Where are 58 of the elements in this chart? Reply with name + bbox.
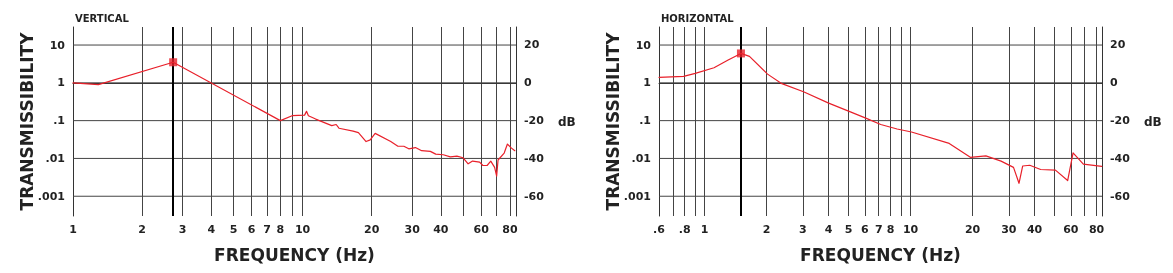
x-tick-label: 60	[1063, 223, 1079, 236]
x-tick-label: 6	[861, 223, 870, 236]
x-tick-label: 7	[263, 223, 271, 236]
x-axis-title: FREQUENCY (Hz)	[214, 244, 375, 265]
x-tick-label: 4	[824, 223, 833, 236]
y2-tick-label: 20	[1110, 38, 1126, 52]
x-tick-label: 8	[886, 223, 895, 236]
x-tick-label: 40	[433, 223, 449, 236]
x-tick-label: 30	[404, 223, 421, 236]
y2-axis-title: dB	[558, 114, 576, 129]
x-tick-label: 5	[844, 223, 853, 236]
x-tick-label: 80	[1088, 223, 1105, 236]
y2-tick-label: -60	[524, 189, 545, 203]
y-tick-label: .001	[37, 189, 65, 203]
x-tick-label: 7	[874, 223, 883, 236]
y-tick-label: 10	[49, 38, 66, 52]
x-tick-label: 60	[473, 223, 490, 236]
x-tick-label: 1	[69, 223, 77, 236]
y2-tick-label: 20	[524, 38, 540, 52]
y-tick-label: 10	[635, 38, 652, 52]
y-tick-label: .001	[623, 189, 651, 203]
x-tick-label: 20	[964, 223, 981, 236]
y2-tick-label: 0	[524, 76, 532, 90]
y-axis-title: TRANSMISSIBILITY	[16, 31, 37, 211]
chart-title: HORIZONTAL	[661, 12, 735, 24]
x-tick-label: 5	[229, 223, 238, 236]
x-tick-label: .8	[678, 223, 691, 236]
y-tick-label: .1	[53, 114, 65, 128]
x-tick-label: 20	[364, 223, 380, 236]
y2-tick-label: -40	[524, 151, 545, 165]
y-axis-title: TRANSMISSIBILITY	[602, 31, 623, 211]
y2-tick-label: 0	[1110, 76, 1118, 90]
y2-tick-label: -40	[1110, 151, 1131, 165]
x-tick-label: 3	[178, 223, 187, 236]
y-tick-label: .1	[639, 114, 651, 128]
y2-tick-label: -60	[1110, 189, 1131, 203]
x-tick-label: .6	[653, 223, 666, 236]
x-tick-label: 80	[502, 223, 518, 236]
x-tick-label: 6	[247, 223, 256, 236]
chart-title: VERTICAL	[75, 12, 130, 24]
y-tick-label: 1	[57, 76, 65, 90]
x-tick-label: 1	[700, 223, 709, 236]
x-tick-label: 40	[1026, 223, 1043, 236]
y-tick-label: .01	[45, 151, 65, 165]
y2-tick-label: -20	[1110, 114, 1131, 128]
x-tick-label: 10	[902, 223, 919, 236]
y-tick-label: .01	[631, 151, 651, 165]
x-tick-label: 30	[1001, 223, 1017, 236]
y2-axis-title: dB	[1144, 114, 1162, 129]
y2-tick-label: -20	[524, 114, 545, 128]
x-tick-label: 8	[276, 223, 285, 236]
x-tick-label: 4	[207, 223, 216, 236]
x-axis-title: FREQUENCY (Hz)	[800, 244, 961, 265]
x-tick-label: 3	[799, 223, 807, 236]
x-tick-label: 10	[294, 223, 311, 236]
x-tick-label: 2	[138, 223, 146, 236]
x-tick-label: 2	[762, 223, 771, 236]
y-tick-label: 1	[643, 76, 651, 90]
